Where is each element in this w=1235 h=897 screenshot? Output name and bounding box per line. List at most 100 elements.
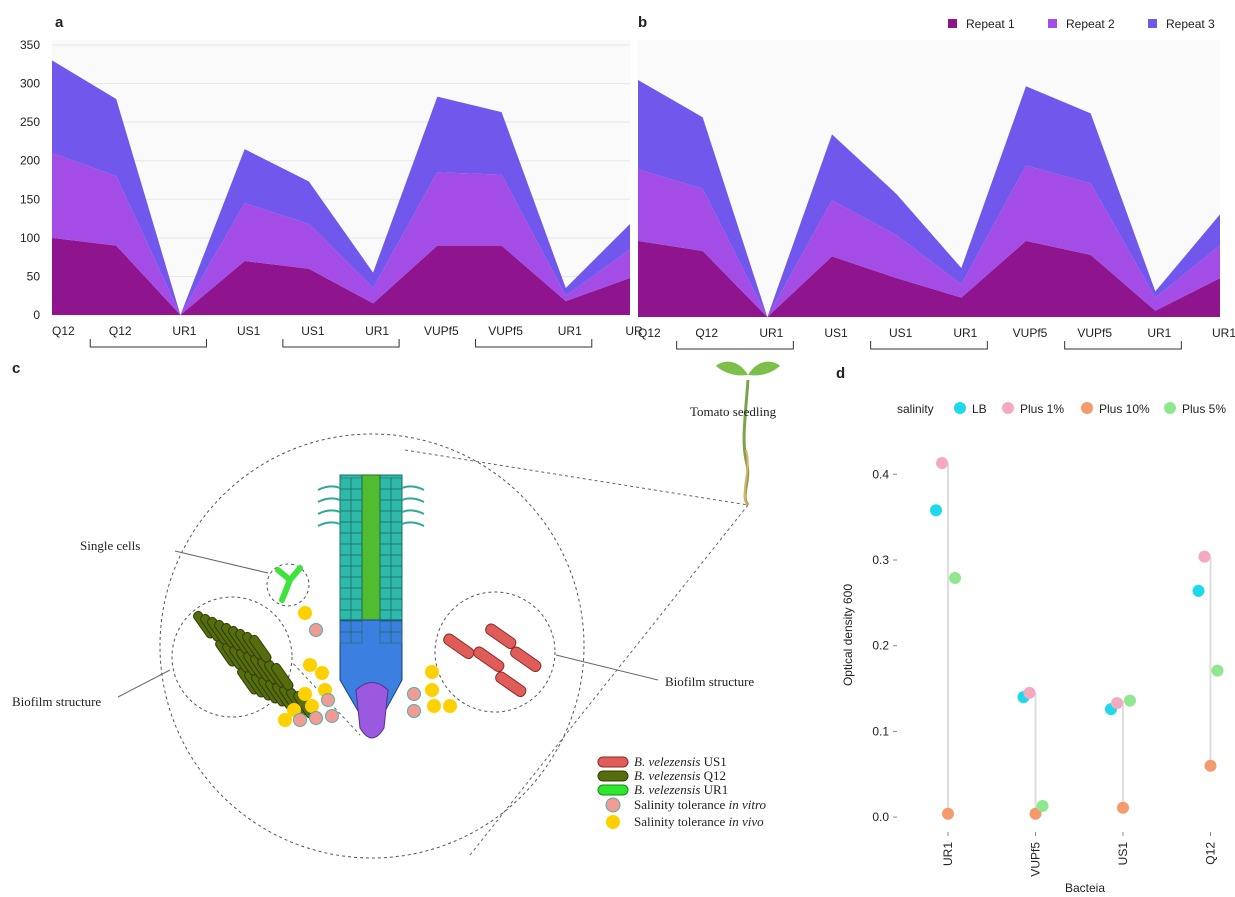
legend-entry: B. velezensis UR1 bbox=[634, 782, 728, 797]
diagram: Tomato seedling Single cells Biofilm str… bbox=[12, 361, 780, 859]
x-tick-label: Q12 bbox=[1204, 842, 1218, 865]
diagram-legend: B. velezensis US1 B. velezensis Q12 B. v… bbox=[634, 754, 767, 829]
x-tick-label: UR bbox=[625, 324, 643, 338]
biofilm-rods bbox=[443, 623, 542, 698]
legend-label: Plus 1% bbox=[1020, 402, 1064, 416]
pink-dot bbox=[309, 711, 323, 725]
x-tick-label: VUPf5 bbox=[424, 324, 459, 338]
species: B. velezensis bbox=[634, 754, 700, 769]
panel-label: d bbox=[836, 365, 845, 382]
group-bracket bbox=[1064, 341, 1182, 350]
root-hair bbox=[401, 521, 425, 527]
pink-dot bbox=[325, 709, 339, 723]
cell bbox=[390, 631, 403, 644]
y-tick-label: 0.2 bbox=[872, 639, 889, 653]
x-tick-label: UR1 bbox=[172, 324, 196, 338]
dot bbox=[1117, 801, 1129, 814]
legend-icon bbox=[597, 756, 629, 768]
legend-label: LB bbox=[972, 402, 987, 416]
yellow-dot bbox=[425, 665, 439, 679]
x-tick-label: UR1 bbox=[1147, 326, 1171, 340]
y-tick-label: 350 bbox=[20, 38, 40, 52]
yellow-dot bbox=[443, 699, 457, 713]
legend-dot bbox=[1164, 402, 1176, 414]
x-tick-label: VUPf5 bbox=[1077, 326, 1112, 340]
legend-dot bbox=[954, 402, 966, 414]
yellow-dot bbox=[298, 687, 312, 701]
dot bbox=[1124, 694, 1136, 707]
dot bbox=[1211, 664, 1224, 677]
area bbox=[638, 79, 1220, 317]
x-tick-label: Q12 bbox=[695, 326, 718, 340]
y-tick-label: 100 bbox=[20, 231, 40, 245]
strain: Q12 bbox=[704, 768, 726, 783]
x-tick-label: UR1 bbox=[953, 326, 977, 340]
legend-entry: B. velezensis US1 bbox=[634, 754, 727, 769]
legend-entry: Salinity tolerance in vitro bbox=[634, 797, 767, 812]
legend-swatch bbox=[1048, 19, 1057, 28]
group-bracket bbox=[89, 339, 207, 348]
x-tick-label: VUPf5 bbox=[488, 324, 523, 338]
dot bbox=[930, 504, 942, 517]
y-tick-label: 50 bbox=[27, 269, 41, 283]
seedling-label: Tomato seedling bbox=[690, 404, 777, 419]
rod bbox=[473, 646, 505, 673]
dot bbox=[1198, 550, 1211, 563]
detail-circle bbox=[434, 591, 556, 713]
group-bracket bbox=[870, 341, 988, 350]
dot bbox=[942, 807, 954, 820]
y-axis-title: Optical density 600 bbox=[841, 584, 855, 686]
pink-dot bbox=[407, 704, 421, 718]
biofilm-label: Biofilm structure bbox=[665, 674, 754, 689]
zoom-line bbox=[404, 449, 749, 506]
legend-label: Repeat 3 bbox=[1166, 17, 1215, 31]
x-tick-label: Q12 bbox=[52, 324, 75, 338]
tolerance-dots bbox=[278, 606, 457, 727]
x-tick-label: UR1 bbox=[365, 324, 389, 338]
dot bbox=[1023, 686, 1036, 699]
yellow-dot bbox=[305, 699, 319, 713]
arrow bbox=[174, 550, 269, 574]
arrow bbox=[117, 669, 171, 698]
panel-label: b bbox=[638, 14, 647, 31]
legend-label: Plus 10% bbox=[1099, 402, 1150, 416]
y-tick-label: 0 bbox=[33, 308, 40, 322]
legend-dot bbox=[1081, 402, 1093, 414]
rod bbox=[510, 646, 542, 673]
single-cell bbox=[275, 565, 303, 603]
legend-dot bbox=[1002, 402, 1014, 414]
y-tick-label: 150 bbox=[20, 192, 40, 206]
area bbox=[52, 153, 630, 315]
x-tick-label: Q12 bbox=[109, 324, 132, 338]
x-tick-label: VUPf5 bbox=[1029, 842, 1043, 877]
panel-label: a bbox=[55, 14, 64, 31]
qualifier: in vivo bbox=[729, 814, 765, 829]
area bbox=[638, 165, 1220, 317]
x-tick-label: VUPf5 bbox=[1013, 326, 1048, 340]
root-hair bbox=[317, 485, 341, 491]
y-tick-label: 0.1 bbox=[872, 724, 889, 738]
root-cap bbox=[355, 682, 389, 739]
legend-title: salinity bbox=[897, 402, 934, 416]
y-tick-label: 300 bbox=[20, 77, 40, 91]
area bbox=[52, 60, 630, 315]
legend-entry: Salinity tolerance in vivo bbox=[634, 814, 764, 829]
biofilm-rods bbox=[193, 610, 316, 719]
yellow-dot bbox=[425, 683, 439, 697]
root-cells bbox=[317, 477, 425, 644]
x-tick-label: US1 bbox=[824, 326, 848, 340]
x-tick-label: US1 bbox=[1116, 842, 1130, 866]
leaf bbox=[716, 361, 748, 376]
group-bracket bbox=[282, 339, 400, 348]
panel-label: c bbox=[12, 360, 20, 377]
x-tick-label: Q12 bbox=[638, 326, 661, 340]
y-tick-label: 200 bbox=[20, 154, 40, 168]
arrow bbox=[555, 654, 659, 681]
qualifier: in vitro bbox=[729, 797, 767, 812]
yellow-dot bbox=[427, 699, 441, 713]
legend-icon bbox=[606, 815, 620, 829]
species: B. velezensis bbox=[634, 782, 700, 797]
rod bbox=[485, 623, 517, 650]
pink-dot bbox=[407, 687, 421, 701]
